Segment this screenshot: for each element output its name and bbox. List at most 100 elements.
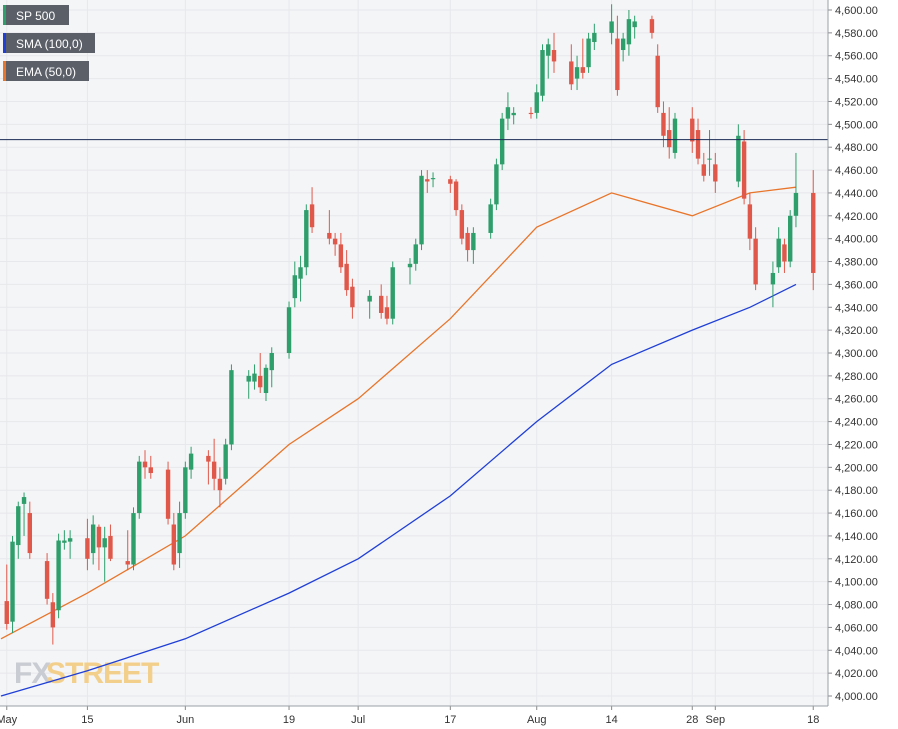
x-tick-label: Jun (176, 714, 194, 726)
candle-body (304, 210, 309, 268)
candle-up (672, 112, 678, 159)
candle-up (620, 32, 626, 62)
candle-body (499, 118, 505, 165)
candle-body (384, 307, 390, 319)
y-tick-label: 4,600.00 (835, 5, 878, 17)
candle-body (298, 267, 303, 279)
candle-up (626, 10, 632, 56)
candle-body (16, 506, 21, 546)
candle-body (309, 204, 315, 228)
candle-body (540, 50, 545, 96)
candle-down (448, 175, 453, 193)
candle-up (511, 107, 516, 125)
y-tick-label: 4,160.00 (835, 508, 878, 520)
candle-body (701, 164, 706, 176)
candle-up (56, 533, 61, 619)
candle-body (137, 461, 142, 514)
candle-down (338, 232, 344, 273)
candle-up (229, 364, 234, 451)
candle-down (701, 152, 706, 182)
candle-up (21, 492, 27, 536)
candle-body (615, 38, 620, 91)
y-tick-label: 4,120.00 (835, 554, 878, 566)
legend-box (3, 5, 69, 25)
candle-body (465, 232, 470, 251)
candle-body (27, 513, 33, 554)
y-tick-label: 4,260.00 (835, 394, 878, 406)
candle-down (4, 564, 9, 630)
candle-body (165, 469, 171, 519)
x-tick-label: May (0, 714, 18, 726)
candle-body (419, 175, 424, 245)
candle-body (56, 540, 61, 611)
candle-down (528, 107, 534, 119)
candle-body (528, 112, 534, 115)
candle-down (741, 130, 747, 205)
candle-body (787, 215, 793, 262)
candle-down (551, 32, 557, 73)
candle-body (90, 524, 96, 554)
candle-down (384, 295, 390, 325)
candle-body (338, 244, 344, 268)
candle-down (453, 179, 459, 216)
candle-down (747, 192, 753, 251)
candle-down (309, 187, 315, 233)
legend-label: SP 500 (16, 9, 55, 23)
candle-body (50, 602, 56, 628)
candle-up (488, 198, 493, 239)
candle-body (782, 244, 787, 262)
candle-body (229, 370, 234, 445)
candle-body (793, 192, 799, 216)
y-tick-label: 4,220.00 (835, 439, 878, 451)
candle-body (217, 478, 223, 491)
candle-body (223, 444, 228, 479)
candle-body (632, 21, 637, 28)
candle-up (390, 261, 395, 325)
y-tick-label: 4,340.00 (835, 302, 878, 314)
candle-up (62, 530, 67, 550)
candle-body (741, 141, 747, 199)
candle-body (586, 38, 591, 68)
candle-up (546, 38, 551, 79)
candle-up (534, 84, 539, 119)
candle-up (367, 290, 372, 319)
y-tick-label: 4,300.00 (835, 348, 878, 360)
candle-body (430, 178, 436, 180)
candle-up (286, 301, 292, 359)
candle-down (580, 38, 586, 79)
candle-up (540, 44, 545, 102)
candle-up (292, 261, 297, 308)
candle-body (286, 307, 292, 353)
candle-up (471, 227, 476, 264)
candle-up (430, 172, 436, 188)
candle-body (551, 50, 557, 62)
legend-item: SP 500 (3, 5, 69, 25)
candle-up (177, 501, 182, 568)
candle-body (407, 263, 413, 268)
candle-down (569, 44, 574, 91)
y-tick-label: 4,520.00 (835, 96, 878, 108)
candle-down (465, 227, 470, 262)
candle-down (425, 170, 430, 193)
candle-up (263, 364, 269, 402)
candle-down (753, 227, 758, 291)
y-tick-label: 4,040.00 (835, 645, 878, 657)
candle-up (223, 438, 228, 485)
candle-up (770, 261, 776, 308)
candle-up (494, 158, 499, 211)
candle-body (569, 61, 574, 85)
candle-body (4, 601, 9, 624)
candle-up (131, 507, 136, 571)
candle-body (580, 67, 586, 73)
candle-up (793, 152, 799, 228)
candle-body (62, 540, 67, 543)
x-tick-label: 18 (807, 714, 819, 726)
candle-down (667, 107, 672, 159)
y-tick-label: 4,100.00 (835, 577, 878, 589)
candle-body (177, 513, 182, 554)
candle-body (655, 55, 660, 108)
candle-down (142, 450, 148, 479)
candle-body (211, 461, 217, 479)
candle-down (655, 44, 660, 113)
